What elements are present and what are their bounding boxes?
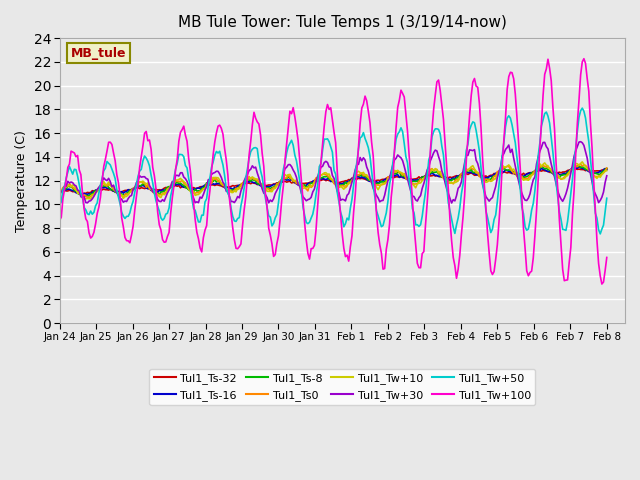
Tul1_Ts0 [179, 177, 186, 183]
Tul1_Ts-32 [221, 184, 228, 190]
Line: Tul1_Ts-32: Tul1_Ts-32 [60, 168, 607, 194]
Tul1_Ts0 [577, 161, 584, 167]
Tul1_Tw+100 [603, 254, 611, 260]
Tul1_Tw+50 [56, 202, 63, 207]
Tul1_Ts-32 [603, 166, 611, 172]
Tul1_Ts0 [120, 195, 127, 201]
Tul1_Tw+10 [179, 178, 186, 183]
Tul1_Tw+30 [56, 191, 63, 197]
Tul1_Ts0 [221, 181, 228, 187]
Tul1_Tw+30 [505, 142, 513, 148]
Tul1_Ts-16 [84, 192, 92, 197]
Tul1_Tw+100 [503, 87, 511, 93]
Tul1_Tw+100 [363, 98, 371, 104]
Tul1_Tw+50 [219, 162, 227, 168]
Tul1_Ts-16 [575, 163, 583, 169]
Line: Tul1_Tw+30: Tul1_Tw+30 [60, 142, 607, 203]
Tul1_Ts-32 [511, 171, 519, 177]
Tul1_Tw+50 [363, 140, 371, 145]
Tul1_Tw+100 [580, 56, 588, 61]
Tul1_Ts-8 [80, 193, 88, 199]
Tul1_Tw+50 [596, 231, 604, 237]
Tul1_Tw+10 [603, 168, 611, 173]
Tul1_Tw+10 [579, 159, 586, 165]
Tul1_Ts-8 [364, 177, 372, 183]
Tul1_Ts-16 [603, 167, 611, 173]
Tul1_Ts-32 [56, 189, 63, 194]
Tul1_Tw+100 [62, 177, 70, 183]
Tul1_Tw+100 [598, 281, 605, 287]
Tul1_Ts0 [364, 175, 372, 180]
Line: Tul1_Tw+50: Tul1_Tw+50 [60, 108, 607, 234]
Tul1_Ts-16 [511, 171, 519, 177]
Tul1_Ts0 [603, 165, 611, 171]
Tul1_Tw+10 [62, 184, 70, 190]
Tul1_Tw+10 [56, 190, 63, 195]
Tul1_Tw+10 [221, 184, 228, 190]
Tul1_Ts-16 [56, 189, 63, 195]
Tul1_Tw+30 [363, 164, 371, 170]
Y-axis label: Temperature (C): Temperature (C) [15, 130, 28, 232]
Tul1_Ts0 [511, 169, 519, 175]
Tul1_Ts-8 [511, 170, 519, 176]
Line: Tul1_Ts-16: Tul1_Ts-16 [60, 166, 607, 194]
Tul1_Ts0 [62, 181, 70, 187]
Tul1_Ts-8 [603, 166, 611, 171]
Tul1_Tw+100 [219, 132, 227, 137]
Tul1_Tw+10 [364, 174, 372, 180]
Tul1_Tw+30 [177, 170, 184, 176]
Tul1_Ts-8 [505, 167, 513, 173]
Tul1_Tw+30 [511, 163, 519, 169]
Tul1_Tw+30 [603, 173, 611, 179]
Tul1_Tw+30 [62, 183, 70, 189]
Tul1_Tw+100 [177, 129, 184, 135]
Tul1_Tw+100 [510, 76, 518, 82]
Tul1_Ts-32 [79, 191, 86, 197]
Line: Tul1_Tw+100: Tul1_Tw+100 [60, 59, 607, 284]
Tul1_Ts0 [505, 164, 513, 169]
Tul1_Ts-32 [602, 166, 609, 171]
Text: MB_tule: MB_tule [71, 47, 127, 60]
Line: Tul1_Ts0: Tul1_Ts0 [60, 164, 607, 198]
Tul1_Ts-32 [505, 169, 513, 175]
Tul1_Tw+30 [577, 139, 584, 144]
Title: MB Tule Tower: Tule Temps 1 (3/19/14-now): MB Tule Tower: Tule Temps 1 (3/19/14-now… [178, 15, 507, 30]
Tul1_Tw+10 [511, 170, 519, 176]
Legend: Tul1_Ts-32, Tul1_Ts-16, Tul1_Ts-8, Tul1_Ts0, Tul1_Tw+10, Tul1_Tw+30, Tul1_Tw+50,: Tul1_Ts-32, Tul1_Ts-16, Tul1_Ts-8, Tul1_… [149, 369, 535, 405]
Tul1_Tw+100 [56, 217, 63, 223]
Tul1_Ts-16 [221, 185, 228, 191]
Tul1_Tw+50 [503, 115, 511, 121]
Tul1_Tw+50 [510, 131, 518, 136]
Tul1_Ts-8 [221, 183, 228, 189]
Tul1_Ts-8 [62, 186, 70, 192]
Tul1_Ts-32 [62, 188, 70, 194]
Tul1_Ts-16 [62, 187, 70, 192]
Tul1_Tw+10 [505, 162, 513, 168]
Tul1_Tw+50 [177, 152, 184, 157]
Tul1_Tw+50 [603, 195, 611, 201]
Tul1_Tw+50 [579, 105, 586, 111]
Tul1_Tw+30 [448, 200, 456, 206]
Tul1_Ts-16 [505, 168, 513, 174]
Line: Tul1_Ts-8: Tul1_Ts-8 [60, 166, 607, 196]
Tul1_Ts-8 [56, 190, 63, 195]
Tul1_Ts-16 [364, 178, 372, 184]
Tul1_Ts-16 [179, 183, 186, 189]
Tul1_Ts0 [56, 189, 63, 194]
Tul1_Ts-32 [364, 178, 372, 183]
Line: Tul1_Tw+10: Tul1_Tw+10 [60, 162, 607, 199]
Tul1_Ts-32 [179, 183, 186, 189]
Tul1_Ts-8 [575, 163, 583, 168]
Tul1_Tw+10 [87, 196, 95, 202]
Tul1_Tw+50 [62, 175, 70, 181]
Tul1_Tw+30 [219, 180, 227, 185]
Tul1_Ts-8 [179, 182, 186, 188]
